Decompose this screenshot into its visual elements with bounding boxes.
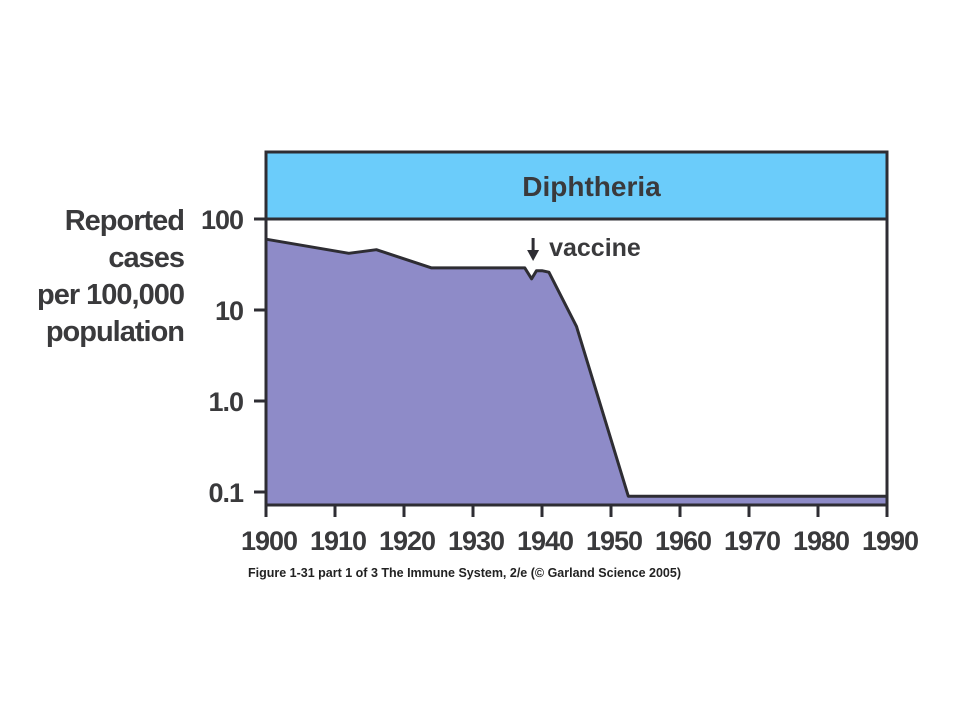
x-tick-label: 1930 <box>448 526 504 556</box>
x-tick-label: 1980 <box>793 526 849 556</box>
y-tick-label: 10 <box>215 296 243 326</box>
vaccine-arrow-head <box>527 250 540 261</box>
diphtheria-line <box>265 237 887 498</box>
x-tick-label: 1970 <box>724 526 780 556</box>
title-band <box>266 152 887 219</box>
y-axis-label-line: per 100,000 <box>37 279 184 311</box>
y-tick-label: 100 <box>201 205 243 235</box>
y-tick-label: 0.1 <box>208 478 244 508</box>
diphtheria-area <box>266 239 887 505</box>
y-axis-label-line: population <box>46 316 184 348</box>
x-tick-label: 1900 <box>241 526 297 556</box>
y-axis-label-line: cases <box>108 242 184 274</box>
x-tick-label: 1990 <box>862 526 918 556</box>
y-tick-label: 1.0 <box>208 387 243 417</box>
chart-title: Diphtheria <box>522 171 661 202</box>
x-tick-label: 1910 <box>310 526 366 556</box>
x-tick-label: 1950 <box>586 526 642 556</box>
y-axis-label-line: Reported <box>65 205 184 237</box>
plot-area: Diphtheria 100 10 1.0 0.1 1900 1910 1920 1930 194… <box>201 150 919 556</box>
x-tick-label: 1920 <box>379 526 435 556</box>
plot-frame <box>264 150 889 507</box>
vaccine-annotation: vaccine <box>549 234 641 262</box>
x-tick-label: 1960 <box>655 526 711 556</box>
x-tick-label: 1940 <box>517 526 573 556</box>
figure-caption: Figure 1-31 part 1 of 3 The Immune Syste… <box>248 566 681 580</box>
y-axis-label: Reported cases per 100,000 population <box>37 205 185 348</box>
